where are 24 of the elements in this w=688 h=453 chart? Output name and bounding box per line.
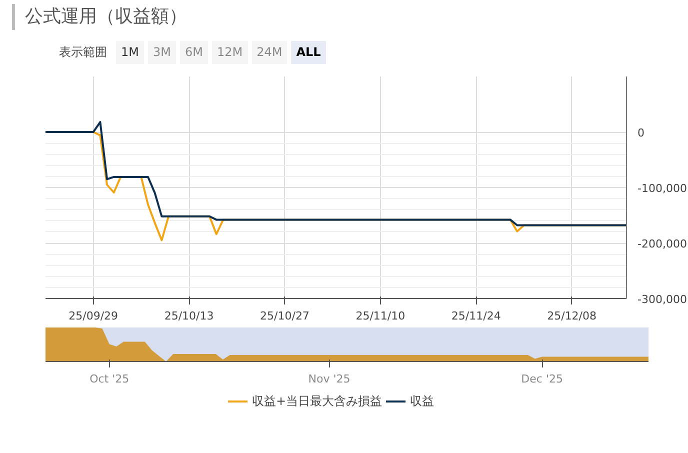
x-tick-label: 25/09/29	[68, 310, 118, 322]
y-tick-label: -100,000	[638, 182, 687, 195]
text: 表示範囲	[58, 44, 108, 61]
x-tick-label: Nov '25	[308, 372, 350, 386]
x-tick-label: 25/10/13	[164, 310, 214, 322]
text: 12M	[212, 41, 248, 64]
x-tick-label: 25/12/08	[547, 310, 597, 322]
y-tick-label: -300,000	[638, 293, 687, 306]
x-tick-label: Oct '25	[90, 372, 130, 386]
text: 24M	[252, 41, 288, 64]
legend-label: 収益+当日最大含み損益	[252, 392, 382, 410]
x-tick-label: 25/11/24	[451, 310, 501, 322]
line-series	[46, 121, 626, 226]
y-tick-label: 0	[638, 126, 644, 140]
x-tick-label: Dec '25	[521, 372, 563, 386]
chart-title: 公式運用（収益額）	[12, 4, 187, 30]
text: 6M	[180, 41, 208, 64]
x-tick-label: 25/10/27	[260, 310, 310, 322]
text: 1M	[116, 41, 144, 64]
y-tick-label: -200,000	[638, 238, 687, 250]
x-tick-label: 25/11/10	[356, 310, 406, 322]
text: ALL	[291, 41, 326, 64]
legend-label: 収益	[410, 392, 434, 410]
text: 3M	[148, 41, 176, 64]
